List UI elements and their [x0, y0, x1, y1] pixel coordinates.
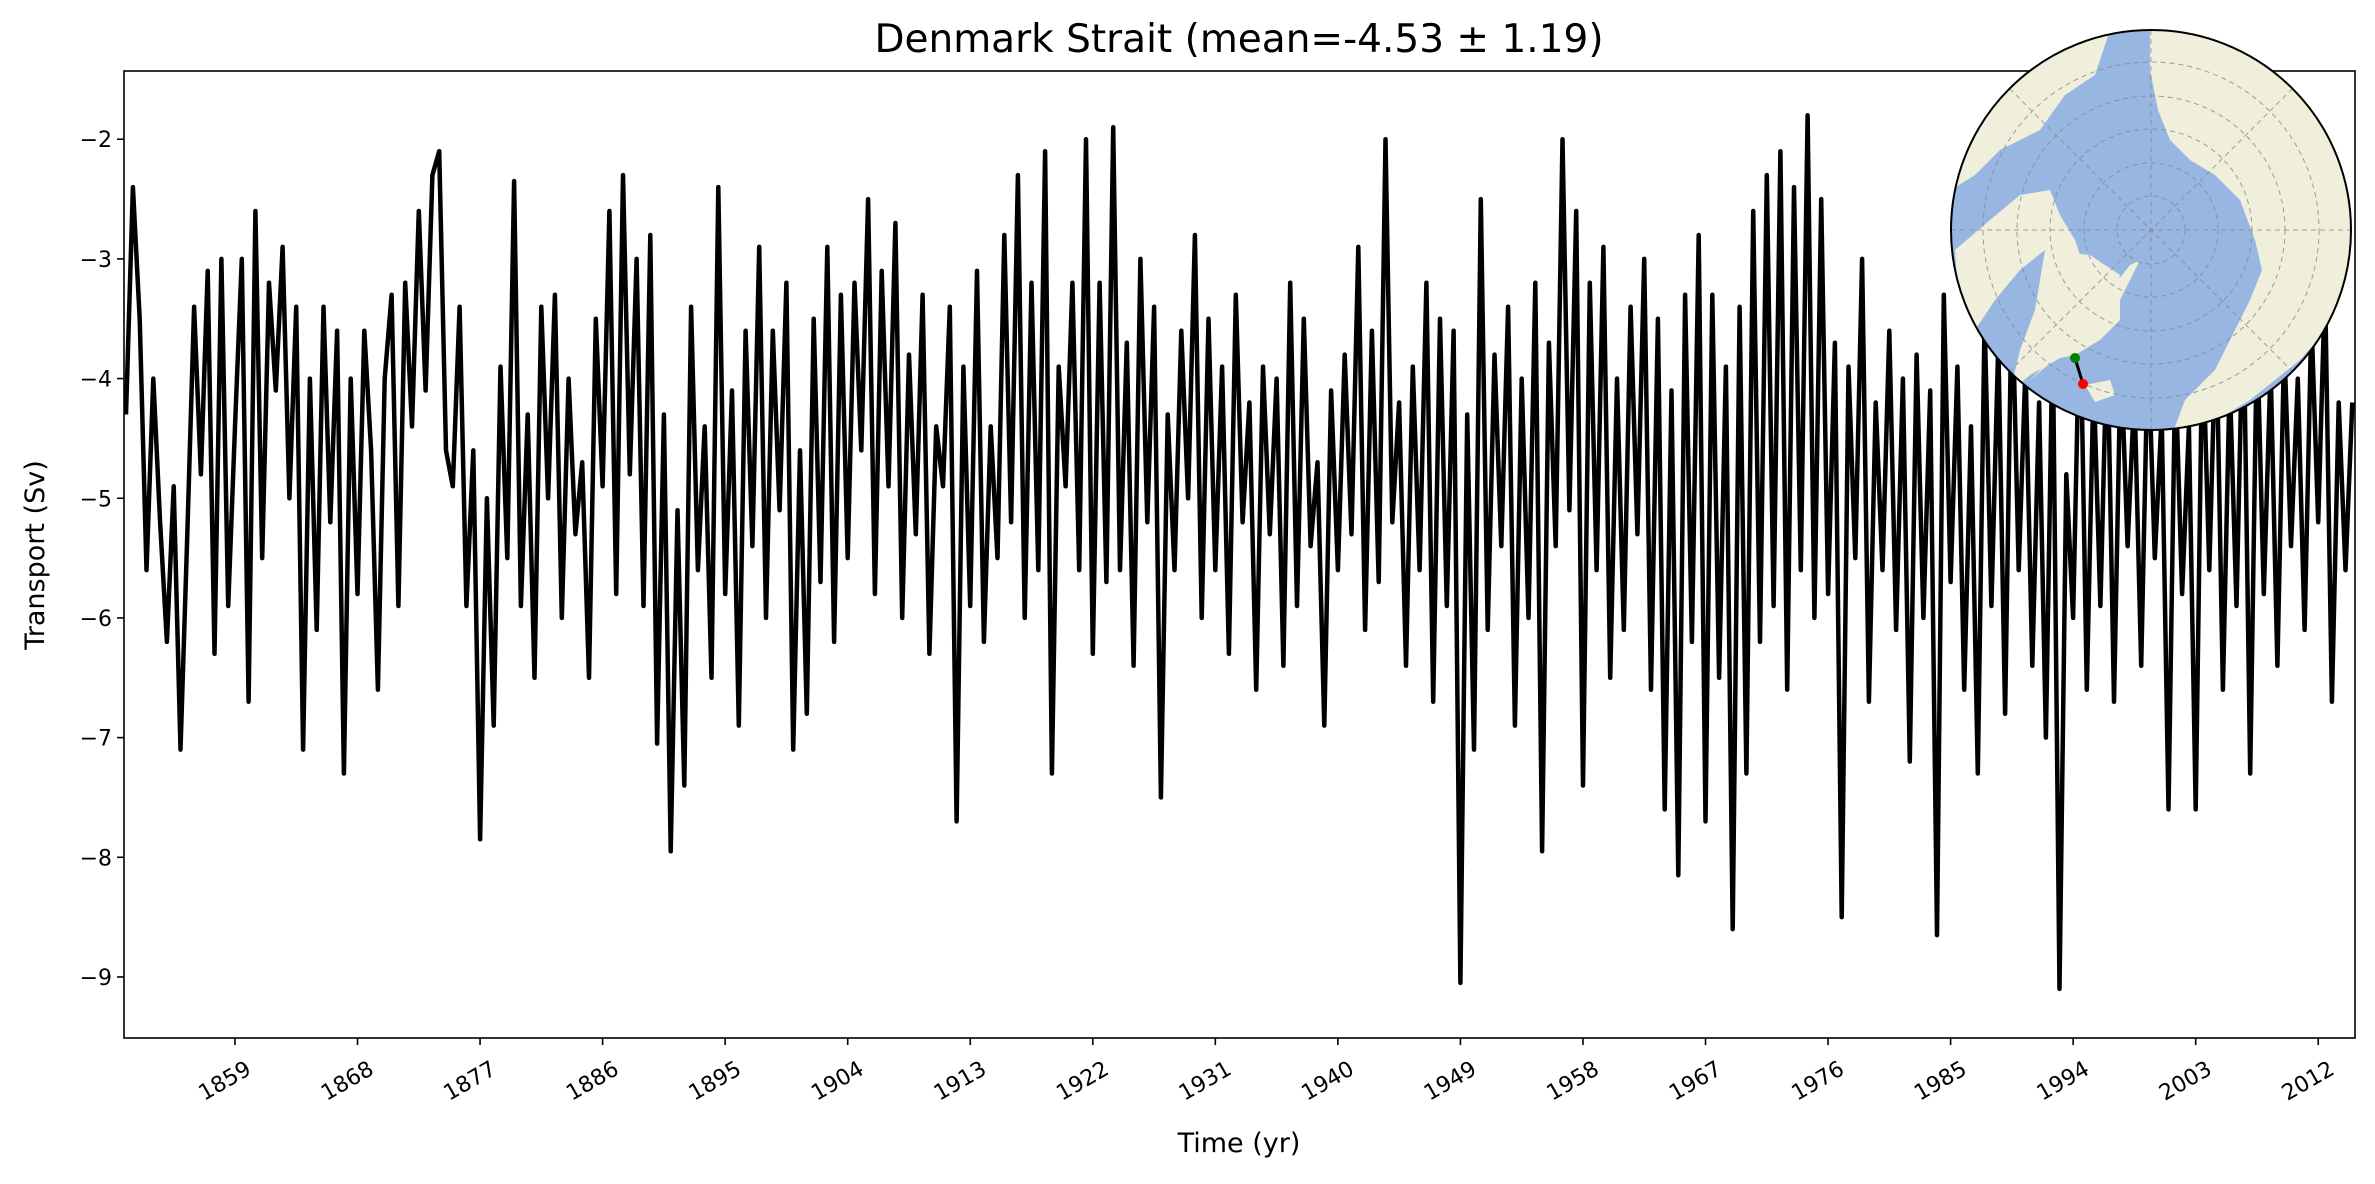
map-latitude-line — [2083, 162, 2219, 298]
chart-title: Denmark Strait (mean=-4.53 ± 1.19) — [874, 17, 1603, 62]
x-axis: 1859 1868 1877 1886 1895 1904 1913 1922 1931 1940… — [195, 1038, 2339, 1106]
x-tick-label: 1967 — [1665, 1057, 1726, 1107]
y-tick-label: −8 — [80, 846, 112, 871]
y-tick-label: −4 — [80, 368, 112, 393]
x-axis-label: Time (yr) — [1177, 1128, 1301, 1159]
section-start-marker — [2070, 353, 2080, 363]
x-tick-label: 1868 — [317, 1057, 378, 1107]
x-tick-label: 1994 — [2033, 1057, 2094, 1107]
x-tick-label: 1931 — [1175, 1057, 1236, 1107]
y-axis: −2 −3 −4 −5 −6 −7 −8 −9 — [80, 128, 124, 991]
x-tick-label: 1904 — [807, 1057, 868, 1107]
y-axis-label: Transport (Sv) — [20, 460, 51, 650]
x-tick-label: 1976 — [1788, 1057, 1849, 1107]
x-tick-label: 2012 — [2278, 1057, 2339, 1107]
x-tick-label: 1940 — [1297, 1057, 1358, 1107]
y-tick-label: −2 — [80, 128, 112, 153]
y-tick-label: −6 — [80, 607, 112, 632]
x-tick-label: 1895 — [685, 1057, 746, 1107]
x-tick-label: 2003 — [2155, 1057, 2216, 1107]
map-meridian-line — [2009, 88, 2293, 372]
plot-frame — [123, 70, 2356, 1039]
x-tick-label: 1985 — [1910, 1057, 1971, 1107]
series-line — [124, 113, 2355, 992]
x-tick-label: 1949 — [1420, 1057, 1481, 1107]
x-tick-label: 1886 — [562, 1057, 623, 1107]
inset-polar-map — [1950, 29, 2352, 431]
y-tick-label: −3 — [80, 248, 112, 273]
x-tick-label: 1958 — [1543, 1057, 1604, 1107]
y-tick-label: −5 — [80, 487, 112, 512]
x-tick-label: 1877 — [440, 1057, 501, 1107]
x-tick-label: 1913 — [930, 1057, 991, 1107]
section-end-marker — [2078, 379, 2088, 389]
x-tick-label: 1922 — [1052, 1057, 1113, 1107]
map-latitude-line — [1982, 61, 2320, 399]
y-tick-label: −7 — [80, 727, 112, 752]
x-tick-label: 1859 — [195, 1057, 256, 1107]
y-tick-label: −9 — [80, 966, 112, 991]
map-border — [1950, 29, 2352, 431]
